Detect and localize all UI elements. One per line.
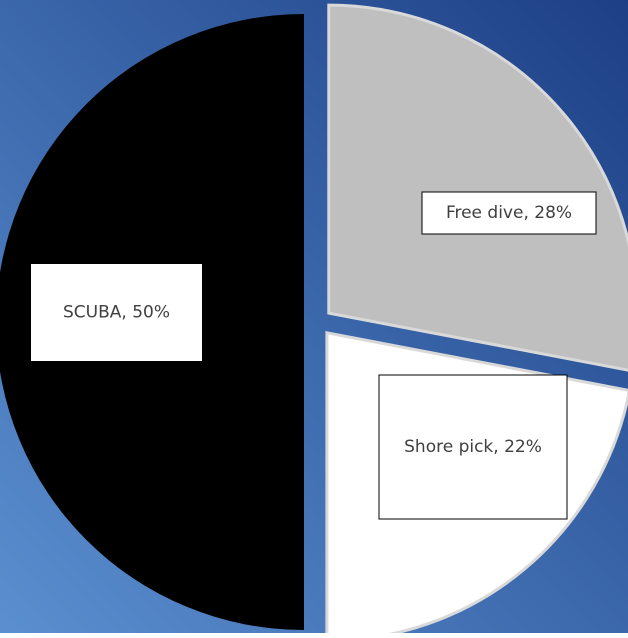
data-label-box [31, 264, 202, 361]
labels-layer: Free dive, 28% Shore pick, 22% SCUBA, 50% [31, 191, 597, 520]
data-label-free-dive: Free dive, 28% [421, 191, 597, 235]
pie-slice-free-dive [327, 3, 628, 372]
data-label-text: SCUBA, 50% [63, 303, 170, 323]
data-label-scuba: SCUBA, 50% [31, 264, 202, 361]
data-label-text: Shore pick, 22% [404, 437, 542, 457]
data-label-box [378, 374, 568, 520]
data-label-shore-pick: Shore pick, 22% [378, 374, 568, 520]
data-label-box [421, 191, 597, 235]
data-label-text: Free dive, 28% [446, 203, 572, 223]
